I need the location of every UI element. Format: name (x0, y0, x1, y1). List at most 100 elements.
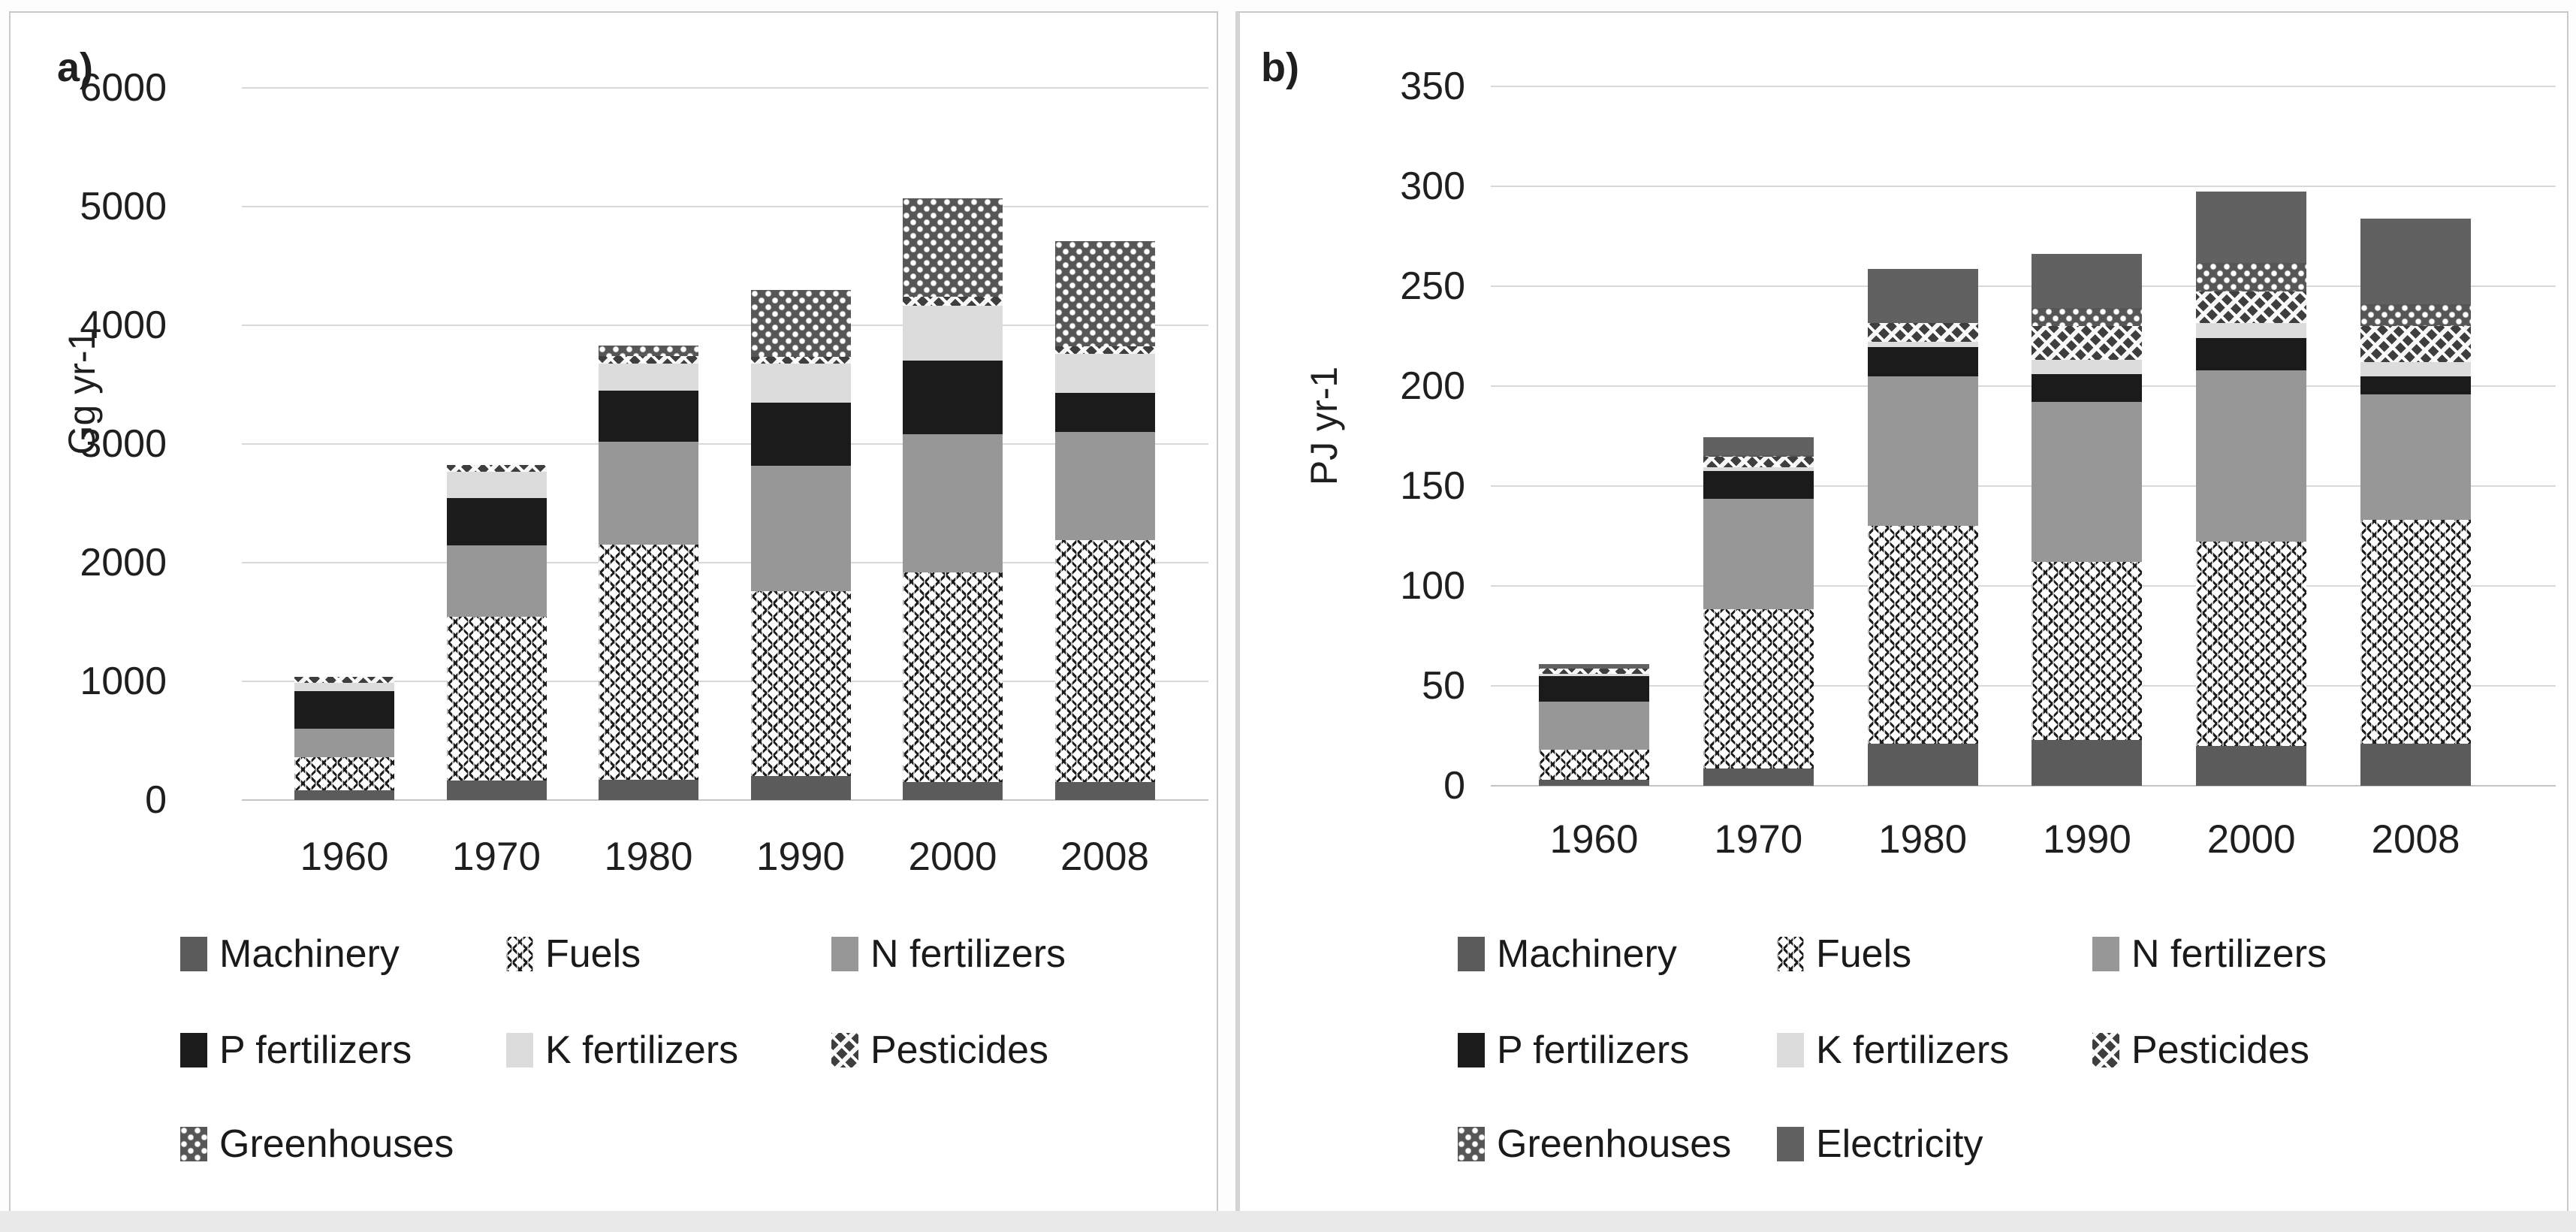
bar-segment-k-fertilizers-2000 (2196, 323, 2307, 339)
gridline-y-0 (1491, 785, 2556, 787)
legend-label-n-fertilizers: N fertilizers (2131, 932, 2327, 976)
gridline-y-2000 (242, 562, 1208, 563)
bar-segment-electricity-1960 (1539, 663, 1649, 669)
legend-item-greenhouses: Greenhouses (180, 1122, 454, 1166)
y-tick-label-2000: 2000 (80, 541, 167, 584)
legend-swatch-machinery-icon (180, 937, 207, 971)
bar-segment-fuels-2000 (2196, 542, 2307, 746)
bar-segment-pesticides-1960 (294, 676, 394, 684)
stacked-bar-2008 (2360, 13, 2471, 786)
bar-segment-greenhouses-1980 (599, 345, 698, 357)
y-tick-label-150: 150 (1400, 464, 1465, 508)
panel-b-legend: Machinery Fuels N fertilizers P fertilizers… (1240, 13, 2567, 1221)
bar-segment-n-fertilizers-1970 (446, 545, 547, 617)
bar-segment-pesticides-2000 (2196, 291, 2307, 324)
bar-segment-pesticides-1990 (2032, 326, 2143, 361)
x-tick-label-1990: 1990 (2042, 817, 2131, 862)
bar-segment-k-fertilizers-1980 (1867, 342, 1978, 348)
bar-segment-pesticides-2008 (2360, 326, 2471, 363)
legend-item-pesticides: Pesticides (2092, 1028, 2309, 1072)
legend-item-pesticides: Pesticides (831, 1028, 1048, 1072)
bar-segment-p-fertilizers-1980 (1867, 347, 1978, 376)
legend-swatch-fuels-icon (506, 937, 533, 971)
bar-segment-fuels-1960 (294, 757, 394, 791)
bar-segment-n-fertilizers-1970 (1703, 499, 1814, 609)
bar-segment-machinery-2008 (2360, 744, 2471, 786)
panel-a-legend: Machinery Fuels N fertilizers P fertilizers… (11, 13, 1217, 1221)
bar-segment-p-fertilizers-2008 (2360, 376, 2471, 394)
x-tick-label-1980: 1980 (604, 835, 693, 879)
bar-segment-p-fertilizers-2000 (2196, 338, 2307, 370)
legend-swatch-n-fertilizers-icon (2092, 937, 2119, 971)
x-tick-label-1990: 1990 (756, 835, 845, 879)
legend-swatch-machinery-icon (1458, 937, 1485, 971)
bar-segment-k-fertilizers-1990 (2032, 360, 2143, 375)
bar-segment-fuels-1990 (750, 590, 851, 777)
legend-label-greenhouses: Greenhouses (219, 1122, 454, 1166)
y-tick-label-300: 300 (1400, 165, 1465, 208)
bar-segment-greenhouses-1970 (1703, 454, 1814, 457)
bar-segment-greenhouses-1990 (2032, 308, 2143, 327)
legend-swatch-pesticides-icon (2092, 1033, 2119, 1067)
y-tick-label-4000: 4000 (80, 303, 167, 347)
legend-swatch-p-fertilizers-icon (1458, 1033, 1485, 1067)
panel-b: b) PJ yr-1 0 50 100 150 200 250 300 350 1960 1970… (1235, 11, 2568, 1223)
legend-label-greenhouses: Greenhouses (1497, 1122, 1732, 1166)
gridline-y-350 (1491, 86, 2556, 87)
bar-segment-machinery-2008 (1054, 782, 1155, 800)
bar-segment-machinery-1960 (294, 790, 394, 800)
panel-a: a) Gg yr-1 0 1000 2000 3000 4000 5000 6000 1960… (9, 11, 1218, 1223)
bar-segment-greenhouses-2000 (903, 198, 1003, 297)
bar-segment-pesticides-1980 (1867, 323, 1978, 343)
panel-a-plot: 0 1000 2000 3000 4000 5000 6000 1960 1970 1980 199… (11, 13, 1217, 1221)
bar-segment-pesticides-1960 (1539, 669, 1649, 675)
bar-segment-k-fertilizers-1990 (750, 364, 851, 403)
legend-item-fuels: Fuels (506, 932, 641, 976)
bar-segment-p-fertilizers-2000 (903, 361, 1003, 435)
gridline-y-100 (1491, 585, 2556, 587)
y-tick-label-6000: 6000 (80, 66, 167, 110)
panel-a-label: a) (57, 45, 94, 90)
legend-item-k-fertilizers: K fertilizers (1777, 1028, 2009, 1072)
bar-segment-k-fertilizers-2008 (2360, 362, 2471, 376)
bar-segment-machinery-1980 (599, 780, 698, 800)
bar-segment-electricity-1980 (1867, 269, 1978, 324)
x-tick-label-2000: 2000 (908, 835, 997, 879)
y-tick-label-100: 100 (1400, 564, 1465, 608)
bar-segment-n-fertilizers-1960 (294, 729, 394, 758)
gridline-y-150 (1491, 485, 2556, 487)
stacked-bar-1970 (1703, 13, 1814, 786)
gridline-y-6000 (242, 87, 1208, 89)
bar-segment-k-fertilizers-2008 (1054, 353, 1155, 394)
bar-segment-p-fertilizers-1960 (294, 691, 394, 729)
bar-segment-machinery-1990 (750, 776, 851, 800)
y-tick-label-250: 250 (1400, 264, 1465, 308)
legend-item-machinery: Machinery (180, 932, 400, 976)
bar-segment-greenhouses-1990 (750, 290, 851, 357)
legend-swatch-p-fertilizers-icon (180, 1033, 207, 1067)
bar-segment-machinery-1980 (1867, 744, 1978, 786)
bar-segment-pesticides-2000 (903, 297, 1003, 306)
legend-label-machinery: Machinery (219, 932, 400, 976)
gridline-y-200 (1491, 385, 2556, 387)
gridline-y-3000 (242, 443, 1208, 445)
bar-segment-k-fertilizers-1980 (599, 363, 698, 391)
bar-segment-fuels-1970 (446, 616, 547, 781)
bar-segment-electricity-1990 (2032, 254, 2143, 309)
legend-label-p-fertilizers: P fertilizers (1497, 1028, 1690, 1072)
stacked-bar-2008 (1054, 13, 1155, 800)
bar-segment-p-fertilizers-1990 (2032, 374, 2143, 403)
bar-segment-n-fertilizers-2000 (2196, 370, 2307, 542)
legend-item-n-fertilizers: N fertilizers (2092, 932, 2327, 976)
y-tick-label-3000: 3000 (80, 422, 167, 466)
stacked-bar-2000 (2196, 13, 2307, 786)
bar-segment-p-fertilizers-1970 (446, 497, 547, 546)
stacked-bar-1980 (1867, 13, 1978, 786)
bar-segment-electricity-2000 (2196, 191, 2307, 264)
stacked-bar-1960 (294, 13, 394, 800)
legend-label-pesticides: Pesticides (870, 1028, 1048, 1072)
bar-segment-greenhouses-2008 (2360, 303, 2471, 327)
gridline-y-5000 (242, 206, 1208, 207)
bar-segment-p-fertilizers-1960 (1539, 675, 1649, 702)
bar-segment-fuels-1970 (1703, 608, 1814, 769)
